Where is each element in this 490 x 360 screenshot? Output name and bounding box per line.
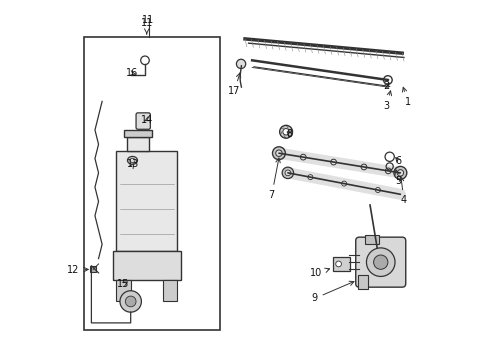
Circle shape [120,291,142,312]
Text: 3: 3 [384,91,392,111]
Circle shape [280,125,293,138]
Bar [163,280,177,301]
Circle shape [300,154,306,160]
Text: 15: 15 [118,279,130,289]
Circle shape [375,188,380,193]
Bar [113,251,181,280]
Bar [365,235,379,244]
Text: 5: 5 [395,170,402,185]
Bar [123,130,152,137]
Circle shape [397,170,404,176]
FancyBboxPatch shape [356,237,406,287]
Circle shape [386,168,391,174]
Text: 6: 6 [395,156,402,166]
Circle shape [342,181,346,186]
Circle shape [125,296,136,307]
Text: 7: 7 [269,158,280,200]
Text: 4: 4 [399,177,407,205]
FancyBboxPatch shape [136,113,150,129]
Circle shape [373,255,388,269]
Circle shape [282,167,294,179]
Bar [333,257,350,271]
Text: 14: 14 [141,115,153,125]
Circle shape [394,166,407,179]
Circle shape [361,164,367,170]
Circle shape [272,147,285,159]
Text: 9: 9 [312,281,354,303]
Circle shape [237,59,245,68]
Text: 13: 13 [127,159,139,170]
Text: 8: 8 [287,129,293,139]
FancyBboxPatch shape [117,152,177,251]
Circle shape [331,159,337,165]
Bar [117,280,131,301]
Circle shape [336,261,342,267]
Circle shape [308,175,313,180]
Circle shape [285,170,291,176]
Text: 11: 11 [141,18,153,34]
Text: 17: 17 [228,73,241,96]
Bar [358,275,368,289]
Text: 12: 12 [67,265,88,275]
Text: 16: 16 [126,68,139,78]
Text: 1: 1 [402,87,411,107]
Text: 2: 2 [384,81,390,91]
Bar [84,37,220,330]
Circle shape [283,129,289,135]
Ellipse shape [127,157,138,164]
Text: 10: 10 [310,268,330,278]
Text: 11: 11 [143,15,155,24]
Bar [127,137,148,152]
Circle shape [276,150,282,157]
Circle shape [367,248,395,276]
